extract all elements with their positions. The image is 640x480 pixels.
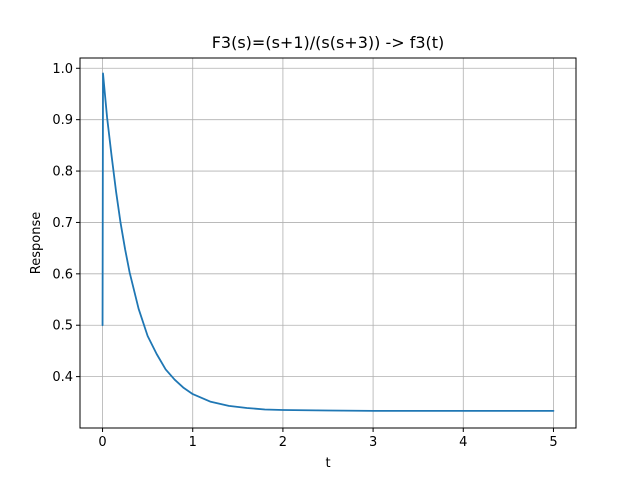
- chart-title: F3(s)=(s+1)/(s(s+3)) -> f3(t): [212, 33, 445, 52]
- y-tick-label: 0.4: [52, 370, 73, 385]
- x-tick-label: 3: [369, 435, 377, 450]
- y-axis-label: Response: [29, 212, 44, 274]
- series-line: [101, 72, 555, 412]
- grid: [80, 58, 576, 428]
- x-tick-label: 4: [459, 435, 467, 450]
- x-tick-label: 1: [189, 435, 197, 450]
- y-tick-label: 0.9: [52, 113, 73, 128]
- axis-ticks: 0 1 2 3 4 5 0.4 0.5 0.6 0.7 0.8 0.9 1.0: [52, 62, 557, 450]
- x-tick-label: 5: [549, 435, 557, 450]
- plot-frame: [79, 57, 577, 429]
- y-tick-label: 0.5: [52, 319, 73, 334]
- y-tick-label: 0.6: [52, 267, 73, 282]
- y-tick-label: 0.7: [52, 216, 73, 231]
- x-tick-label: 2: [279, 435, 287, 450]
- x-axis-label: t: [325, 456, 330, 471]
- y-tick-label: 0.8: [52, 165, 73, 180]
- y-tick-label: 1.0: [52, 62, 73, 77]
- plot-series: [101, 72, 555, 412]
- x-tick-label: 0: [98, 435, 106, 450]
